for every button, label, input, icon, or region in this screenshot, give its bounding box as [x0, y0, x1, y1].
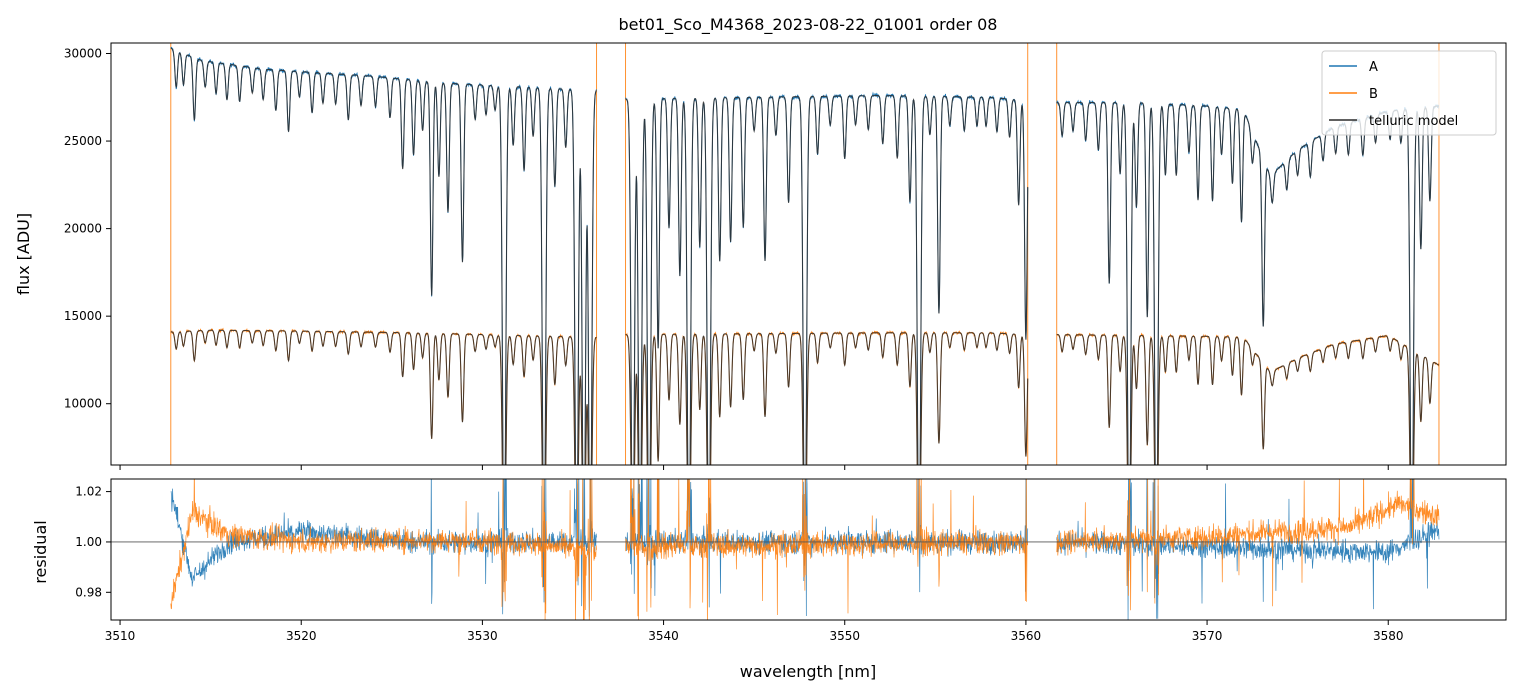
residual-series-a	[1056, 479, 1440, 620]
residual-axis-label: residual	[31, 520, 50, 583]
flux-axis-label: flux [ADU]	[14, 213, 33, 295]
flux-panel: 10000 15000 20000 25000 30000 flux [ADU] ABt…	[14, 42, 1507, 470]
residual-y-axis: 0.98 1.00 1.02	[75, 485, 111, 599]
x-tick-label: 3580	[1373, 629, 1404, 643]
flux-y-tick-label: 15000	[64, 309, 102, 323]
x-axis-label: wavelength [nm]	[740, 662, 877, 681]
x-tick-label: 3540	[648, 629, 679, 643]
telluric-model-b	[625, 332, 1029, 465]
x-tick-label: 3550	[829, 629, 860, 643]
chart-title: bet01_Sco_M4368_2023-08-22_01001 order 0…	[619, 15, 998, 35]
residual-y-tick-label: 0.98	[75, 585, 102, 599]
flux-panel-frame	[110, 42, 1507, 466]
residual-series-b	[170, 479, 597, 620]
telluric-model-b	[1056, 334, 1440, 465]
x-axis: 3510 3520 3530 3540 3550 3560 3570 3580	[105, 620, 1404, 643]
flux-x-ticks	[119, 465, 1389, 470]
residual-y-tick-label: 1.02	[75, 485, 102, 499]
telluric-model-a	[625, 95, 1029, 465]
flux-y-tick-label: 10000	[64, 397, 102, 411]
legend-label-model: telluric model	[1369, 114, 1458, 129]
residual-plot-area	[111, 479, 1506, 620]
legend-label-b: B	[1369, 87, 1378, 102]
legend-box	[1321, 50, 1497, 136]
flux-y-tick-label: 30000	[64, 47, 102, 61]
x-tick-label: 3520	[286, 629, 317, 643]
telluric-model-b	[170, 329, 597, 465]
residual-y-tick-label: 1.00	[75, 535, 102, 549]
x-tick-label: 3560	[1011, 629, 1042, 643]
x-tick-label: 3510	[105, 629, 136, 643]
flux-y-axis: 10000 15000 20000 25000 30000	[64, 47, 111, 411]
residual-series-b	[1056, 479, 1440, 611]
residual-panel: 0.98 1.00 1.02 3510 3520 3530 3540 3550 3560 357…	[31, 478, 1507, 681]
residual-panel-frame	[110, 478, 1507, 621]
x-tick-label: 3530	[467, 629, 498, 643]
residual-series-b	[625, 479, 1029, 620]
flux-y-tick-label: 20000	[64, 222, 102, 236]
x-tick-label: 3570	[1192, 629, 1223, 643]
telluric-model-a	[170, 47, 597, 465]
flux-y-tick-label: 25000	[64, 134, 102, 148]
legend-label-a: A	[1369, 60, 1378, 75]
telluric-model-a	[1056, 101, 1440, 465]
